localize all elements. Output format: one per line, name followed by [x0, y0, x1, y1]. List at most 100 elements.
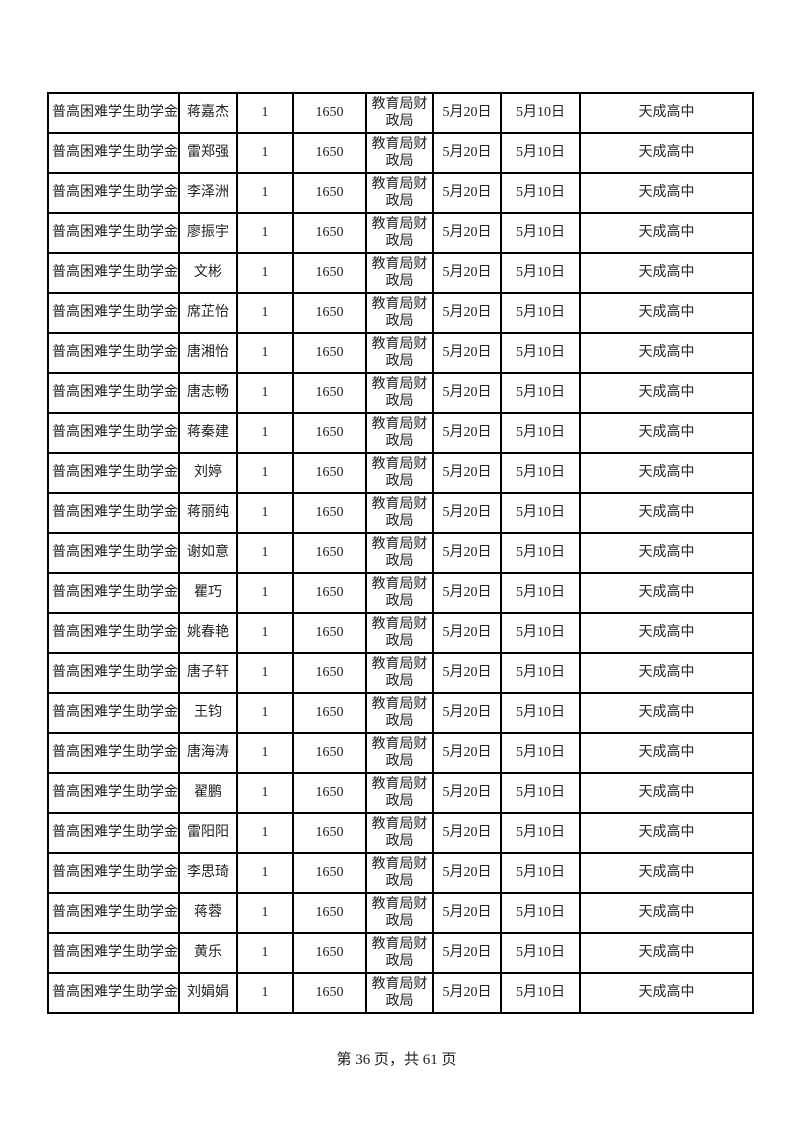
aid-category-text: 普高困难学生助学金: [52, 185, 178, 201]
cell-pay-date: 5月10日: [500, 772, 581, 814]
cell-student-name: 唐海涛: [178, 732, 238, 774]
cell-count: 1: [236, 372, 294, 414]
cell-announce-date: 5月20日: [432, 772, 502, 814]
cell-department: 教育局财政局: [365, 852, 434, 894]
cell-pay-date: 5月10日: [500, 652, 581, 694]
cell-department: 教育局财政局: [365, 612, 434, 654]
cell-student-name: 刘娟娟: [178, 972, 238, 1014]
cell-amount: 1650: [292, 452, 367, 494]
cell-school: 天成高中: [579, 492, 754, 534]
cell-department: 教育局财政局: [365, 692, 434, 734]
cell-pay-date: 5月10日: [500, 172, 581, 214]
cell-count: 1: [236, 812, 294, 854]
cell-student-name: 文彬: [178, 252, 238, 294]
cell-department: 教育局财政局: [365, 92, 434, 134]
cell-school: 天成高中: [579, 172, 754, 214]
cell-school: 天成高中: [579, 892, 754, 934]
cell-amount: 1650: [292, 612, 367, 654]
table-row: 普高困难学生助学金 蒋秦建 1 1650 教育局财政局 5月20日 5月10日 …: [47, 412, 754, 454]
cell-pay-date: 5月10日: [500, 812, 581, 854]
aid-category-text: 普高困难学生助学金: [52, 705, 178, 721]
cell-aid-category: 普高困难学生助学金: [47, 972, 180, 1014]
aid-category-text: 普高困难学生助学金: [52, 905, 178, 921]
cell-school: 天成高中: [579, 332, 754, 374]
cell-department: 教育局财政局: [365, 252, 434, 294]
table-row: 普高困难学生助学金 雷阳阳 1 1650 教育局财政局 5月20日 5月10日 …: [47, 812, 754, 854]
cell-school: 天成高中: [579, 852, 754, 894]
cell-pay-date: 5月10日: [500, 372, 581, 414]
aid-category-text: 普高困难学生助学金: [52, 745, 178, 761]
cell-count: 1: [236, 452, 294, 494]
cell-amount: 1650: [292, 932, 367, 974]
cell-department: 教育局财政局: [365, 332, 434, 374]
cell-department: 教育局财政局: [365, 892, 434, 934]
cell-amount: 1650: [292, 852, 367, 894]
cell-school: 天成高中: [579, 692, 754, 734]
cell-student-name: 瞿巧: [178, 572, 238, 614]
cell-school: 天成高中: [579, 292, 754, 334]
cell-announce-date: 5月20日: [432, 612, 502, 654]
cell-count: 1: [236, 252, 294, 294]
aid-category-text: 普高困难学生助学金: [52, 145, 178, 161]
aid-category-text: 普高困难学生助学金: [52, 385, 178, 401]
cell-student-name: 雷郑强: [178, 132, 238, 174]
cell-amount: 1650: [292, 972, 367, 1014]
cell-count: 1: [236, 332, 294, 374]
cell-amount: 1650: [292, 412, 367, 454]
cell-department: 教育局财政局: [365, 572, 434, 614]
cell-amount: 1650: [292, 772, 367, 814]
cell-pay-date: 5月10日: [500, 892, 581, 934]
cell-school: 天成高中: [579, 92, 754, 134]
cell-student-name: 蒋丽纯: [178, 492, 238, 534]
cell-amount: 1650: [292, 532, 367, 574]
cell-pay-date: 5月10日: [500, 572, 581, 614]
table-row: 普高困难学生助学金 蒋嘉杰 1 1650 教育局财政局 5月20日 5月10日 …: [47, 92, 754, 134]
cell-announce-date: 5月20日: [432, 412, 502, 454]
cell-pay-date: 5月10日: [500, 332, 581, 374]
table-row: 普高困难学生助学金 刘婷 1 1650 教育局财政局 5月20日 5月10日 天…: [47, 452, 754, 494]
cell-student-name: 蒋嘉杰: [178, 92, 238, 134]
cell-count: 1: [236, 892, 294, 934]
cell-aid-category: 普高困难学生助学金: [47, 572, 180, 614]
cell-announce-date: 5月20日: [432, 692, 502, 734]
table-row: 普高困难学生助学金 姚春艳 1 1650 教育局财政局 5月20日 5月10日 …: [47, 612, 754, 654]
cell-amount: 1650: [292, 332, 367, 374]
aid-category-text: 普高困难学生助学金: [52, 865, 178, 881]
cell-student-name: 李泽洲: [178, 172, 238, 214]
table-row: 普高困难学生助学金 文彬 1 1650 教育局财政局 5月20日 5月10日 天…: [47, 252, 754, 294]
table-row: 普高困难学生助学金 唐海涛 1 1650 教育局财政局 5月20日 5月10日 …: [47, 732, 754, 774]
cell-pay-date: 5月10日: [500, 732, 581, 774]
cell-department: 教育局财政局: [365, 372, 434, 414]
cell-student-name: 唐志畅: [178, 372, 238, 414]
cell-announce-date: 5月20日: [432, 332, 502, 374]
aid-category-text: 普高困难学生助学金: [52, 465, 178, 481]
cell-count: 1: [236, 132, 294, 174]
aid-category-text: 普高困难学生助学金: [52, 825, 178, 841]
table-row: 普高困难学生助学金 唐湘怡 1 1650 教育局财政局 5月20日 5月10日 …: [47, 332, 754, 374]
cell-count: 1: [236, 692, 294, 734]
cell-department: 教育局财政局: [365, 412, 434, 454]
cell-aid-category: 普高困难学生助学金: [47, 492, 180, 534]
cell-aid-category: 普高困难学生助学金: [47, 692, 180, 734]
cell-count: 1: [236, 292, 294, 334]
cell-school: 天成高中: [579, 612, 754, 654]
cell-announce-date: 5月20日: [432, 132, 502, 174]
cell-aid-category: 普高困难学生助学金: [47, 452, 180, 494]
aid-category-text: 普高困难学生助学金: [52, 985, 178, 1001]
cell-department: 教育局财政局: [365, 532, 434, 574]
cell-pay-date: 5月10日: [500, 412, 581, 454]
cell-amount: 1650: [292, 172, 367, 214]
cell-school: 天成高中: [579, 532, 754, 574]
cell-school: 天成高中: [579, 972, 754, 1014]
student-aid-table-body: 普高困难学生助学金 蒋嘉杰 1 1650 教育局财政局 5月20日 5月10日 …: [47, 92, 754, 1014]
cell-student-name: 王钧: [178, 692, 238, 734]
cell-aid-category: 普高困难学生助学金: [47, 532, 180, 574]
cell-student-name: 谢如意: [178, 532, 238, 574]
cell-department: 教育局财政局: [365, 292, 434, 334]
cell-announce-date: 5月20日: [432, 812, 502, 854]
cell-pay-date: 5月10日: [500, 252, 581, 294]
cell-department: 教育局财政局: [365, 172, 434, 214]
aid-category-text: 普高困难学生助学金: [52, 225, 178, 241]
cell-announce-date: 5月20日: [432, 172, 502, 214]
cell-amount: 1650: [292, 252, 367, 294]
